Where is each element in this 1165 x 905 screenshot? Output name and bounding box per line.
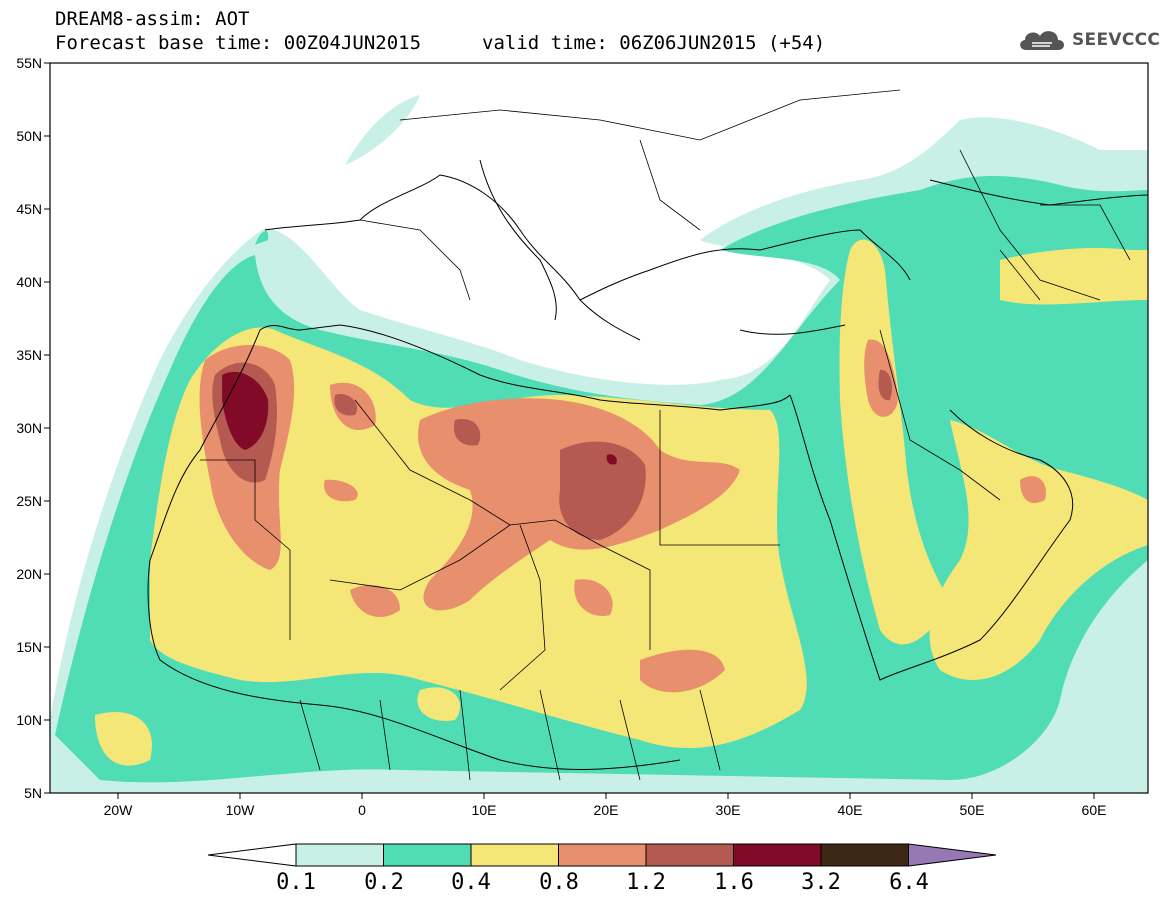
- lat-label: 55N: [16, 55, 42, 71]
- lat-label: 10N: [16, 712, 42, 728]
- lon-label: 30E: [715, 802, 741, 818]
- map-title: DREAM8-assim: AOT: [55, 8, 250, 30]
- colorbar-label: 0.2: [364, 870, 404, 895]
- lon-label: 0: [358, 802, 366, 818]
- lat-label: 25N: [16, 493, 42, 509]
- lon-label: 10W: [225, 802, 255, 818]
- colorbar-label: 1.6: [714, 870, 754, 895]
- lat-label: 45N: [16, 201, 42, 217]
- seevccc-logo: SEEVCCC: [1016, 26, 1160, 54]
- lat-label: 35N: [16, 347, 42, 363]
- aot-band-1.6: [222, 371, 617, 465]
- axis-ticks: [44, 62, 1095, 799]
- lon-label: 40E: [837, 802, 863, 818]
- lon-label: 20W: [103, 802, 133, 818]
- lat-label: 30N: [16, 420, 42, 436]
- colorbar-label: 1.2: [626, 870, 666, 895]
- colorbar-label: 0.1: [276, 870, 316, 895]
- colorbar-label: 6.4: [889, 870, 929, 895]
- lat-label: 50N: [16, 128, 42, 144]
- colorbar-label: 0.4: [451, 870, 491, 895]
- forecast-base-time: Forecast base time: 00Z04JUN2015: [55, 32, 422, 54]
- colorbar-label: 0.8: [539, 870, 579, 895]
- borders: [200, 89, 1131, 781]
- lon-label: 20E: [593, 802, 619, 818]
- valid-time: valid time: 06Z06JUN2015 (+54): [482, 32, 826, 54]
- lon-label: 50E: [959, 802, 985, 818]
- logo-text: SEEVCCC: [1072, 30, 1161, 50]
- colorbar-label: 3.2: [801, 870, 841, 895]
- lat-label: 15N: [16, 639, 42, 655]
- lat-label: 5N: [24, 785, 42, 801]
- lon-label: 60E: [1081, 802, 1107, 818]
- lat-label: 40N: [16, 274, 42, 290]
- lon-label: 10E: [471, 802, 497, 818]
- lat-label: 20N: [16, 566, 42, 582]
- cloud-icon: [1020, 31, 1064, 50]
